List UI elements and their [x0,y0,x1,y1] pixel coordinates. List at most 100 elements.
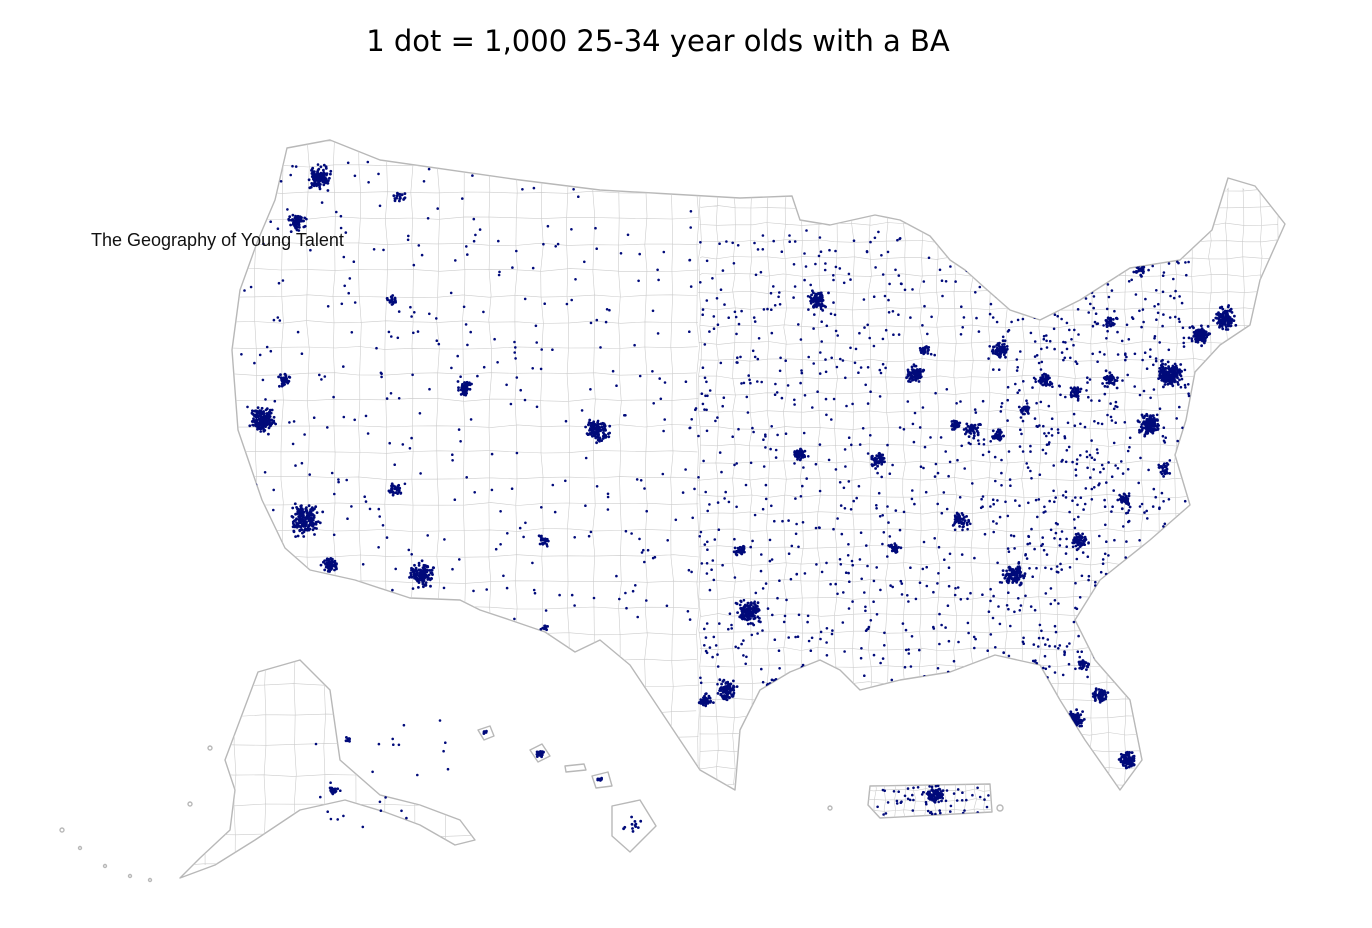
dot [940,279,944,283]
dot [772,689,776,692]
dot [430,577,433,580]
dot [606,492,610,496]
dot [1094,642,1097,646]
dot [783,683,786,686]
dot [291,442,295,446]
dot [1112,383,1116,386]
dot [243,289,246,292]
dot [469,418,473,421]
dot [777,680,780,684]
dot [879,588,882,592]
dot [1006,547,1010,550]
dot [412,331,415,335]
dot [1139,608,1143,612]
dot [724,697,728,701]
dot [750,613,753,617]
dot [727,316,730,320]
dot [991,498,995,502]
dot [964,432,967,436]
dot [1045,339,1048,343]
dot [1232,319,1236,322]
dot [1218,306,1222,310]
dot [1096,602,1099,605]
dot [398,199,401,203]
dot [955,511,959,515]
dot [820,570,824,574]
dot [1171,384,1175,388]
dot [864,609,867,613]
dot [997,368,1001,372]
dot [720,470,723,474]
dot [761,587,765,590]
dot [929,436,932,439]
dot [921,324,924,327]
dot [991,349,995,353]
dot [309,521,312,525]
dot [701,308,705,311]
dot [624,529,628,533]
dot [1008,568,1011,572]
dot [881,514,884,517]
dot [839,357,842,361]
dot [511,266,514,269]
dot [741,549,744,553]
dot [972,436,976,440]
dot [1026,542,1029,546]
dot [1046,638,1050,641]
dot [544,609,548,612]
dot [589,530,593,534]
dot [834,468,838,471]
dot [276,227,280,230]
dot [540,348,543,351]
dot [1064,496,1068,499]
dot [923,304,926,308]
dot [1128,436,1132,440]
dot [1025,557,1029,560]
dot [988,345,991,348]
dot [1139,657,1143,661]
dot [735,332,738,336]
dot [1020,432,1023,436]
dot [1152,650,1155,653]
dot [954,280,957,283]
dot [895,688,899,692]
dot [364,500,368,503]
dot [537,534,541,538]
dot [1158,370,1161,373]
dot [971,428,975,432]
dot [263,471,267,474]
dot [1060,287,1064,290]
dot [883,294,887,298]
dot [744,483,748,487]
dot [770,684,774,687]
dot [1040,285,1043,289]
dot [305,528,308,532]
dot [313,170,316,174]
dot [1183,368,1187,372]
dot [301,508,304,512]
dot [1003,339,1007,343]
dot [259,418,263,422]
dot [1068,510,1071,514]
dot [922,350,926,354]
dot [803,572,807,575]
dot [1044,375,1048,379]
dot [546,539,550,543]
dot [913,411,917,415]
dot [542,541,546,545]
dot [797,545,800,549]
dot [1029,331,1033,335]
dot [978,285,982,289]
dot [600,439,604,442]
dot [1085,455,1089,459]
dot [1198,332,1202,336]
dot [1026,408,1030,411]
dot [734,552,738,556]
dot [1071,724,1075,728]
dot [1185,273,1188,277]
dot [760,667,763,671]
dot [1068,722,1072,725]
dot [992,345,995,349]
dot [1106,321,1110,325]
dot [399,491,403,495]
